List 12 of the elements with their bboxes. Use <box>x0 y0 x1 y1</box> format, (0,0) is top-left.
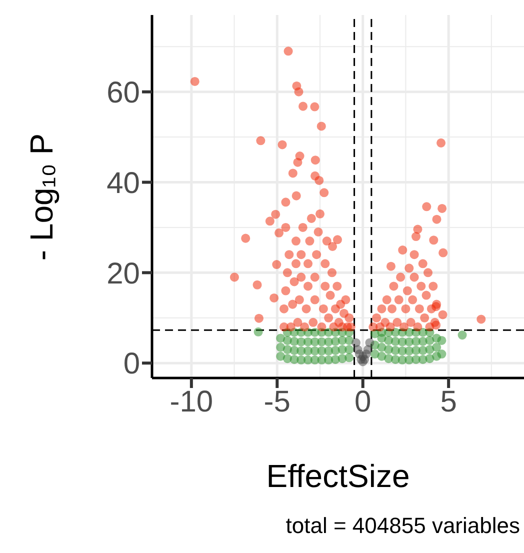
x-tick-label: -5 <box>264 385 290 418</box>
x-tick-label: -10 <box>170 385 214 418</box>
y-axis-title: - Log₁₀ P <box>24 132 60 260</box>
y-tick-label: 40 <box>106 166 140 200</box>
y-tick-label: 20 <box>106 257 140 290</box>
x-axis-title: EffectSize <box>266 458 410 494</box>
x-tick-label: 5 <box>440 385 457 418</box>
y-tick-label: 60 <box>106 76 140 110</box>
text: total = 404855 variables <box>286 513 520 539</box>
y-tick-label: 0 <box>123 348 140 381</box>
x-tick-label: 0 <box>354 385 372 418</box>
point <box>365 338 374 348</box>
